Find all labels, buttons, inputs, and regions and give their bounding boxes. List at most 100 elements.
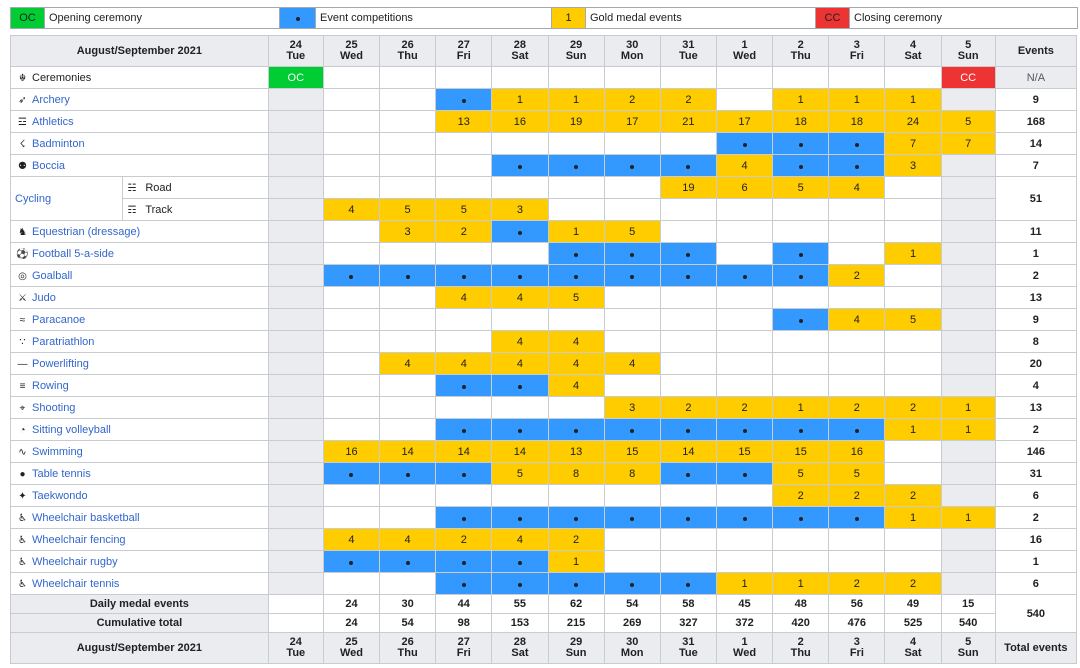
sport-label: Judo [32, 291, 56, 304]
sport-name-link[interactable]: ≡ Rowing [10, 374, 269, 397]
shooting-icon: ⌖ [19, 402, 26, 414]
sport-name-link[interactable]: ● Table tennis [10, 462, 269, 485]
schedule-cell [322, 132, 381, 155]
sport-name-link[interactable]: ⚽ Football 5-a-side [10, 242, 269, 265]
competition-dot-icon [405, 472, 410, 477]
sport-name-link[interactable]: ∿ Swimming [10, 440, 269, 463]
gold-medal-cell: 5 [603, 220, 661, 243]
gold-medal-cell: 1 [491, 88, 549, 111]
gold-medal-cell: 16 [322, 440, 381, 463]
sport-name-link[interactable]: ♿ Wheelchair rugby [10, 550, 269, 573]
sport-name-link[interactable]: ≈ Paracanoe [10, 308, 269, 331]
schedule-cell [659, 308, 717, 331]
header-day: 27 Fri [435, 35, 493, 67]
gold-medal-cell: 1 [715, 572, 774, 595]
gold-medal-cell: 2 [884, 396, 942, 419]
sport-name-link[interactable]: ☇ Badminton [10, 132, 269, 155]
sport-label: Goalball [32, 269, 73, 282]
schedule-cell [379, 374, 437, 397]
schedule-cell [547, 66, 605, 89]
sport-name-link[interactable]: ♿ Wheelchair basketball [10, 506, 269, 529]
sport-name-link[interactable]: ⌖ Shooting [10, 396, 269, 419]
sport-name-link[interactable]: ☲ Athletics [10, 110, 269, 133]
sport-name-link[interactable]: ♿ Wheelchair tennis [10, 572, 269, 595]
competition-cell [659, 154, 717, 177]
gold-medal-cell: 15 [715, 440, 774, 463]
sport-label: Badminton [32, 137, 85, 150]
day-of-week: Mon [620, 50, 644, 62]
sport-name-link[interactable]: ⚉ Boccia [10, 154, 269, 177]
footer-day: 5 Sun [940, 632, 996, 664]
schedule-cell [884, 176, 942, 199]
day-of-week: Sun [565, 647, 587, 659]
goalball-icon: ◎ [18, 270, 27, 282]
gold-medal-cell: 19 [547, 110, 605, 133]
sport-total: 1 [994, 550, 1078, 573]
day-number: 31 [682, 39, 695, 51]
gold-medal-cell: 2 [603, 88, 661, 111]
sport-name-link[interactable]: ✦ Taekwondo [10, 484, 269, 507]
schedule-cell [322, 110, 381, 133]
sport-row: ◎ Goalball 2 2 [10, 264, 1078, 287]
sport-label: Table tennis [32, 467, 91, 480]
day-number: 27 [457, 636, 470, 648]
sport-name-link[interactable]: ◔ Sitting volleyball [10, 418, 269, 441]
rest-cell [940, 330, 996, 353]
gold-medal-cell: 2 [828, 484, 886, 507]
day-of-week: Fri [456, 647, 471, 659]
schedule-cell [828, 198, 886, 221]
daily-medal-value: 62 [547, 594, 605, 614]
schedule-cell [322, 418, 381, 441]
schedule-cell [322, 572, 381, 595]
sport-name-link[interactable]: ⚔ Judo [10, 286, 269, 309]
rest-cell [267, 154, 324, 177]
competition-cell [491, 374, 549, 397]
schedule-cell [547, 198, 605, 221]
daily-medal-value: 48 [772, 594, 830, 614]
competition-dot-icon [461, 428, 466, 433]
gold-medal-cell: 2 [884, 484, 942, 507]
gold-medal-cell: 7 [884, 132, 942, 155]
daily-medal-value: 49 [884, 594, 942, 614]
sport-name-link[interactable]: ∵ Paratriathlon [10, 330, 269, 353]
sport-name-link[interactable]: ♿ Wheelchair fencing [10, 528, 269, 551]
sport-name-link[interactable]: ♞ Equestrian (dressage) [10, 220, 269, 243]
sport-row: ⌖ Shooting 3 2 2 1 2 2 1 13 [10, 396, 1078, 419]
day-of-week: Sun [957, 647, 979, 659]
sport-name-link[interactable]: ◎ Goalball [10, 264, 269, 287]
cumulative-value: 269 [603, 613, 661, 633]
schedule-cell [435, 396, 493, 419]
schedule-cell [322, 352, 381, 375]
daily-medal-value [267, 594, 324, 614]
footer-header-row: August/September 2021 24 Tue 25 Wed 26 Thu 27 Fr… [10, 632, 1078, 664]
sport-label: Athletics [32, 115, 74, 128]
gold-medal-cell: 4 [491, 330, 549, 353]
rest-cell [940, 220, 996, 243]
sport-row: ☲ Athletics 13 16 19 17 21 17 18 18 24 5 168 [10, 110, 1078, 133]
cumulative-value: 54 [379, 613, 437, 633]
gold-medal-cell: 5 [435, 198, 493, 221]
schedule-cell [772, 220, 830, 243]
day-of-week: Thu [790, 647, 811, 659]
competition-cell [435, 264, 493, 287]
sport-name-link[interactable]: ➶ Archery [10, 88, 269, 111]
sport-name-link[interactable]: Cycling [9, 176, 124, 221]
sport-name-link[interactable]: — Powerlifting [10, 352, 269, 375]
gold-medal-cell: 4 [379, 528, 437, 551]
schedule-cell [828, 352, 886, 375]
competition-dot-icon [630, 516, 635, 521]
rest-cell [267, 132, 324, 155]
competition-dot-icon [798, 164, 803, 169]
schedule-cell [715, 220, 774, 243]
schedule-cell [659, 484, 717, 507]
cumulative-value: 153 [491, 613, 549, 633]
schedule-cell [322, 88, 381, 111]
gold-medal-cell: 4 [715, 154, 774, 177]
competition-dot-icon [461, 582, 466, 587]
judo-icon: ⚔ [18, 292, 27, 304]
table-tennis-icon: ● [19, 468, 26, 480]
competition-cell [772, 242, 830, 265]
schedule-cell [659, 528, 717, 551]
sport-label: Rowing [32, 379, 69, 392]
competition-cell [547, 418, 605, 441]
